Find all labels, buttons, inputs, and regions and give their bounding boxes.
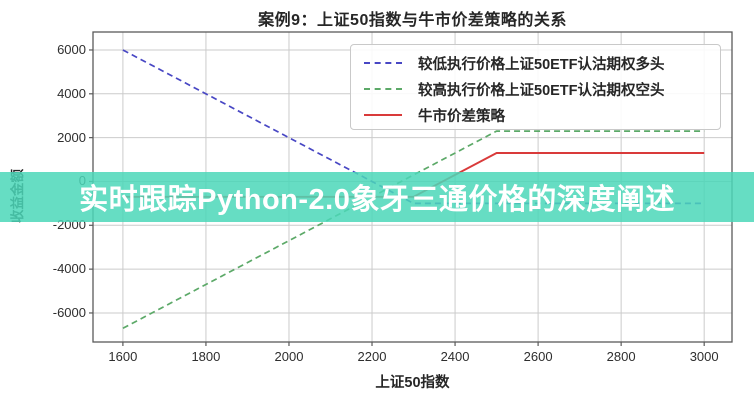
x-tick-label: 2000 bbox=[274, 349, 304, 364]
watermark-text: 实时跟踪Python-2.0象牙三通价格的深度阐述 bbox=[79, 184, 675, 216]
y-tick-label: 4000 bbox=[57, 85, 86, 101]
y-tick-label: -6000 bbox=[52, 304, 86, 320]
watermark-banner: 实时跟踪Python-2.0象牙三通价格的深度阐述 bbox=[0, 172, 754, 222]
legend-item-long-put: 较低执行价格上证50ETF认沽期权多头 bbox=[364, 50, 720, 76]
legend: 较低执行价格上证50ETF认沽期权多头 较高执行价格上证50ETF认沽期权空头 … bbox=[350, 44, 721, 130]
x-tick-label: 2400 bbox=[440, 349, 470, 364]
blue-dashed-line-sample bbox=[364, 62, 402, 64]
legend-label-bull-spread: 牛市价差策略 bbox=[418, 108, 505, 125]
series-line-1 bbox=[122, 130, 705, 330]
x-tick-label: 1800 bbox=[191, 349, 221, 364]
x-axis-label: 上证50指数 bbox=[375, 375, 450, 391]
x-tick-label: 2600 bbox=[523, 349, 553, 364]
chart-title: 案例9：上证50指数与牛市价差策略的关系 bbox=[258, 12, 567, 29]
x-tick-label: 3000 bbox=[689, 349, 719, 364]
x-tick-label: 1600 bbox=[108, 349, 138, 364]
red-solid-line-sample bbox=[364, 114, 402, 116]
legend-label-short-put: 较高执行价格上证50ETF认沽期权空头 bbox=[418, 82, 665, 99]
y-tick-label: 2000 bbox=[57, 129, 86, 145]
green-dashed-line-sample bbox=[364, 88, 402, 90]
legend-item-short-put: 较高执行价格上证50ETF认沽期权空头 bbox=[364, 76, 720, 102]
x-tick-label: 2200 bbox=[357, 349, 387, 364]
legend-item-bull-spread: 牛市价差策略 bbox=[364, 102, 720, 128]
watermark-band-background bbox=[0, 172, 754, 222]
legend-label-long-put: 较低执行价格上证50ETF认沽期权多头 bbox=[418, 56, 665, 73]
x-tick-label: 2800 bbox=[606, 349, 636, 364]
y-tick-label: 6000 bbox=[57, 41, 86, 57]
y-tick-label: -4000 bbox=[52, 261, 86, 277]
